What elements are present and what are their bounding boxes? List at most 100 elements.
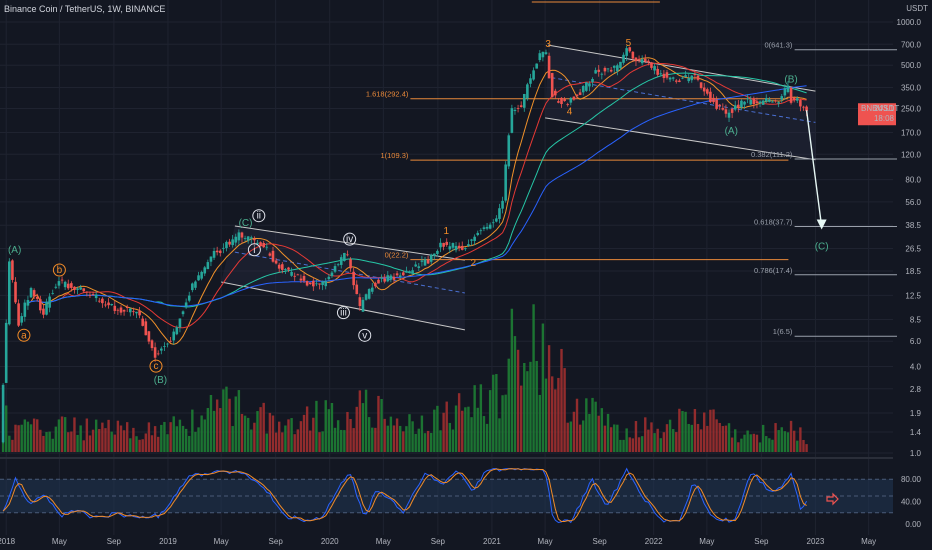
candle-body bbox=[253, 238, 256, 241]
volume-bar bbox=[20, 424, 23, 452]
volume-bar bbox=[492, 374, 495, 452]
volume-bar bbox=[160, 424, 163, 452]
volume-bar bbox=[758, 442, 762, 452]
volume-bar bbox=[395, 418, 399, 452]
candle-body bbox=[187, 295, 191, 301]
volume-bar bbox=[786, 432, 790, 452]
volume-bar bbox=[122, 430, 126, 452]
volume-bar bbox=[209, 394, 213, 452]
volume-bar bbox=[653, 433, 656, 452]
volume-bar bbox=[377, 395, 380, 452]
volume-bar bbox=[519, 385, 523, 452]
volume-bar bbox=[470, 417, 473, 452]
volume-bar bbox=[318, 432, 321, 452]
candle-body bbox=[597, 69, 601, 72]
candle-body bbox=[60, 279, 64, 281]
candle-body bbox=[594, 70, 597, 74]
candle-body bbox=[156, 353, 160, 355]
volume-bar bbox=[594, 401, 597, 452]
candle-body bbox=[718, 104, 722, 106]
volume-bar bbox=[448, 422, 452, 452]
candle-body bbox=[789, 87, 793, 103]
date-axis[interactable]: 2018 May Sep 2019 May Sep 2020 May Sep 2021 May Sep… bbox=[0, 537, 876, 546]
volume-bar bbox=[178, 419, 182, 452]
wave-circle bbox=[52, 263, 66, 277]
volume-bar bbox=[423, 433, 427, 452]
date-tick: 2021 bbox=[483, 537, 501, 546]
volume-bar bbox=[5, 405, 8, 452]
volume-bar bbox=[439, 430, 442, 452]
price-tick: 1.4 bbox=[910, 428, 922, 437]
volume-bar bbox=[231, 426, 234, 452]
candle-body bbox=[259, 242, 262, 246]
volume-bar bbox=[743, 434, 746, 452]
candle-body bbox=[591, 78, 594, 83]
volume-bar bbox=[132, 427, 135, 452]
volume-bar bbox=[175, 426, 179, 452]
candle-body bbox=[414, 264, 417, 267]
volume-bar bbox=[479, 384, 483, 452]
channel-2-fill bbox=[545, 45, 816, 160]
volume-bar bbox=[172, 416, 175, 452]
volume-bar bbox=[510, 308, 514, 452]
date-tick: Sep bbox=[269, 537, 284, 546]
candle-body bbox=[616, 65, 619, 72]
candle-body bbox=[256, 242, 259, 244]
candle-body bbox=[132, 311, 135, 313]
candle-body bbox=[42, 308, 45, 315]
volume-bar bbox=[647, 429, 650, 452]
candle-body bbox=[457, 245, 461, 249]
volume-bar bbox=[569, 421, 573, 452]
volume-bar bbox=[495, 374, 498, 452]
candle-body bbox=[231, 239, 234, 246]
candle-body bbox=[436, 250, 439, 254]
price-tick: 4.0 bbox=[910, 363, 922, 372]
volume-bar bbox=[82, 440, 85, 452]
volume-bar bbox=[402, 431, 405, 452]
candle-body bbox=[696, 75, 700, 80]
candle-body bbox=[476, 232, 480, 236]
candle-body bbox=[374, 283, 377, 287]
channel-2-upper bbox=[548, 44, 816, 92]
price-axis[interactable]: USDT 1000.0 700.0 500.0 350.0 250.0 170.0 120.0… bbox=[858, 4, 928, 458]
candle-body bbox=[665, 72, 669, 78]
volume-bar bbox=[349, 418, 352, 452]
volume-bar bbox=[184, 428, 188, 452]
candle-body bbox=[35, 296, 39, 299]
candle-body bbox=[702, 87, 706, 92]
volume-bar bbox=[206, 408, 210, 452]
candle-body bbox=[377, 279, 380, 284]
candle-body bbox=[566, 104, 570, 105]
volume-bar bbox=[228, 398, 231, 452]
candle-body bbox=[160, 348, 163, 351]
candle-body bbox=[485, 226, 489, 229]
candle-body bbox=[634, 57, 638, 62]
candle-body bbox=[535, 63, 538, 69]
candle-body bbox=[4, 322, 8, 383]
candle-body bbox=[128, 308, 132, 313]
candle-body bbox=[8, 261, 11, 325]
candle-body bbox=[498, 208, 501, 219]
volume-bar bbox=[774, 423, 777, 452]
candle-body bbox=[656, 68, 659, 75]
candle-body bbox=[647, 60, 650, 63]
price-tick: 170.0 bbox=[901, 129, 922, 138]
volume-bar bbox=[417, 428, 421, 452]
candle-body bbox=[352, 271, 355, 286]
volume-bar bbox=[436, 405, 439, 452]
volume-bar bbox=[219, 408, 222, 452]
stoch-tick: 40.00 bbox=[901, 498, 922, 507]
projection-arrow-c bbox=[805, 110, 823, 227]
candle-body bbox=[54, 286, 58, 288]
volume-bar bbox=[91, 429, 95, 452]
volume-bar bbox=[32, 418, 36, 452]
volume-bar bbox=[57, 419, 61, 452]
volume-bar bbox=[153, 426, 157, 452]
volume-bar bbox=[532, 304, 535, 452]
volume-bar bbox=[724, 425, 728, 452]
wave-circle bbox=[343, 232, 357, 246]
volume-bar bbox=[88, 435, 92, 452]
candle-body bbox=[557, 101, 560, 103]
